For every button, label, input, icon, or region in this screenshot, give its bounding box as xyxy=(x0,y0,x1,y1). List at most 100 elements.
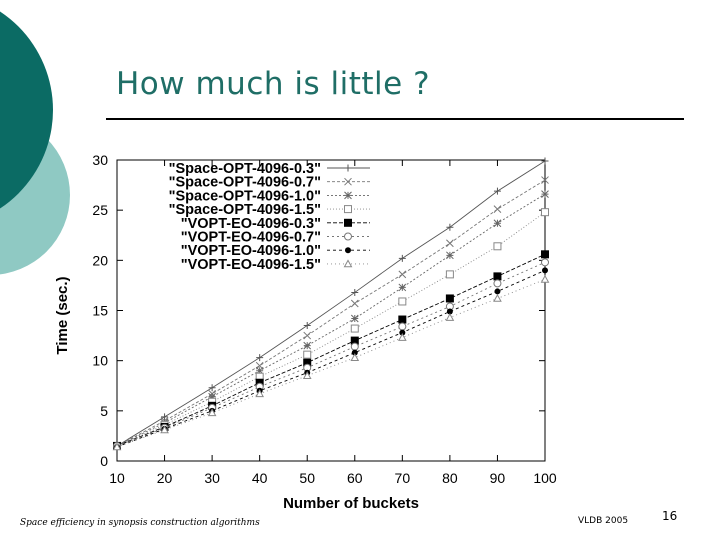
data-point xyxy=(255,389,265,398)
data-point xyxy=(445,270,454,279)
data-point xyxy=(493,272,502,281)
legend: "Space-OPT-4096-0.3""Space-OPT-4096-0.7"… xyxy=(169,161,370,273)
y-tick-label: 0 xyxy=(100,453,108,469)
x-tick-label: 60 xyxy=(347,470,363,486)
legend-marker xyxy=(343,259,353,268)
legend-marker xyxy=(344,177,352,186)
data-point xyxy=(207,408,217,417)
data-point xyxy=(493,242,502,251)
legend-label: "Space-OPT-4096-0.3" xyxy=(169,161,321,177)
legend-label: "VOPT-EO-4096-1.5" xyxy=(181,257,321,273)
series-line xyxy=(116,160,546,447)
legend-marker xyxy=(344,191,352,200)
data-point xyxy=(208,392,216,401)
data-point xyxy=(256,354,264,362)
legend-marker xyxy=(344,205,352,214)
y-tick-label: 25 xyxy=(92,202,108,218)
data-point xyxy=(493,205,502,214)
legend-label: "Space-OPT-4096-0.7" xyxy=(169,175,321,191)
data-point xyxy=(493,279,502,288)
series-1 xyxy=(116,160,546,447)
data-point xyxy=(398,297,407,306)
x-tick-label: 20 xyxy=(157,470,173,486)
data-point xyxy=(541,208,549,217)
data-point xyxy=(350,342,359,351)
series-line xyxy=(116,211,546,447)
data-point xyxy=(493,187,501,195)
data-point xyxy=(541,250,549,259)
series-4 xyxy=(116,211,546,447)
data-point xyxy=(398,322,407,331)
series-7 xyxy=(116,269,546,448)
y-tick-label: 15 xyxy=(92,303,108,319)
data-point xyxy=(351,349,358,356)
series-line xyxy=(116,278,546,448)
x-tick-label: 10 xyxy=(109,470,125,486)
data-point xyxy=(303,350,312,359)
data-point xyxy=(350,324,359,333)
x-tick-label: 40 xyxy=(252,470,268,486)
series-2 xyxy=(116,179,546,447)
data-point xyxy=(350,299,359,308)
series-3 xyxy=(116,193,546,447)
legend-label: "Space-OPT-4096-1.5" xyxy=(169,202,321,218)
title-underline xyxy=(106,118,684,120)
y-tick-label: 5 xyxy=(100,403,108,419)
data-point xyxy=(399,329,406,336)
series-line xyxy=(116,269,546,448)
legend-marker xyxy=(344,232,352,241)
data-point xyxy=(540,274,550,283)
data-point xyxy=(445,294,454,303)
data-point xyxy=(161,413,169,421)
data-point xyxy=(541,190,549,198)
y-axis-label: Time (sec.) xyxy=(54,276,71,354)
y-tick-label: 30 xyxy=(92,152,108,168)
data-point xyxy=(397,333,407,341)
series-line xyxy=(116,261,546,447)
data-point xyxy=(303,331,312,340)
data-point xyxy=(446,223,454,231)
series-line xyxy=(116,253,546,447)
footer-subtitle: Space efficiency in synopsis constructio… xyxy=(20,518,260,528)
legend-label: "VOPT-EO-4096-1.0" xyxy=(181,243,321,259)
data-point xyxy=(446,308,453,315)
page-number: 16 xyxy=(662,509,678,523)
data-point xyxy=(302,371,312,380)
data-point xyxy=(542,267,548,274)
data-point xyxy=(255,366,264,375)
x-tick-label: 70 xyxy=(395,470,411,486)
data-point xyxy=(541,157,549,165)
data-point xyxy=(350,314,359,323)
data-point xyxy=(351,288,359,296)
y-tick-label: 10 xyxy=(92,353,108,369)
series-5 xyxy=(116,253,546,447)
series-6 xyxy=(116,261,546,447)
slide-decoration xyxy=(0,11,70,275)
data-point xyxy=(398,283,407,292)
data-point xyxy=(446,251,454,260)
x-tick-label: 50 xyxy=(299,470,315,486)
data-point xyxy=(445,312,455,321)
legend-marker xyxy=(344,164,352,172)
x-axis-label: Number of buckets xyxy=(283,495,419,512)
data-point xyxy=(398,315,407,324)
series-8 xyxy=(116,278,546,448)
footer-conference: VLDB 2005 xyxy=(578,516,629,526)
data-point xyxy=(303,341,312,350)
data-point xyxy=(493,219,502,228)
data-point xyxy=(494,288,501,295)
data-point xyxy=(446,239,454,248)
data-point xyxy=(493,293,502,302)
legend-marker xyxy=(345,247,351,254)
data-point xyxy=(160,425,169,434)
data-point xyxy=(208,384,216,392)
data-point xyxy=(398,254,406,262)
series-line xyxy=(116,179,546,447)
x-tick-label: 30 xyxy=(204,470,220,486)
data-point xyxy=(398,270,407,279)
legend-label: "VOPT-EO-4096-0.7" xyxy=(181,230,321,246)
x-tick-label: 100 xyxy=(533,470,557,486)
data-point xyxy=(112,442,122,451)
data-point xyxy=(541,258,549,267)
